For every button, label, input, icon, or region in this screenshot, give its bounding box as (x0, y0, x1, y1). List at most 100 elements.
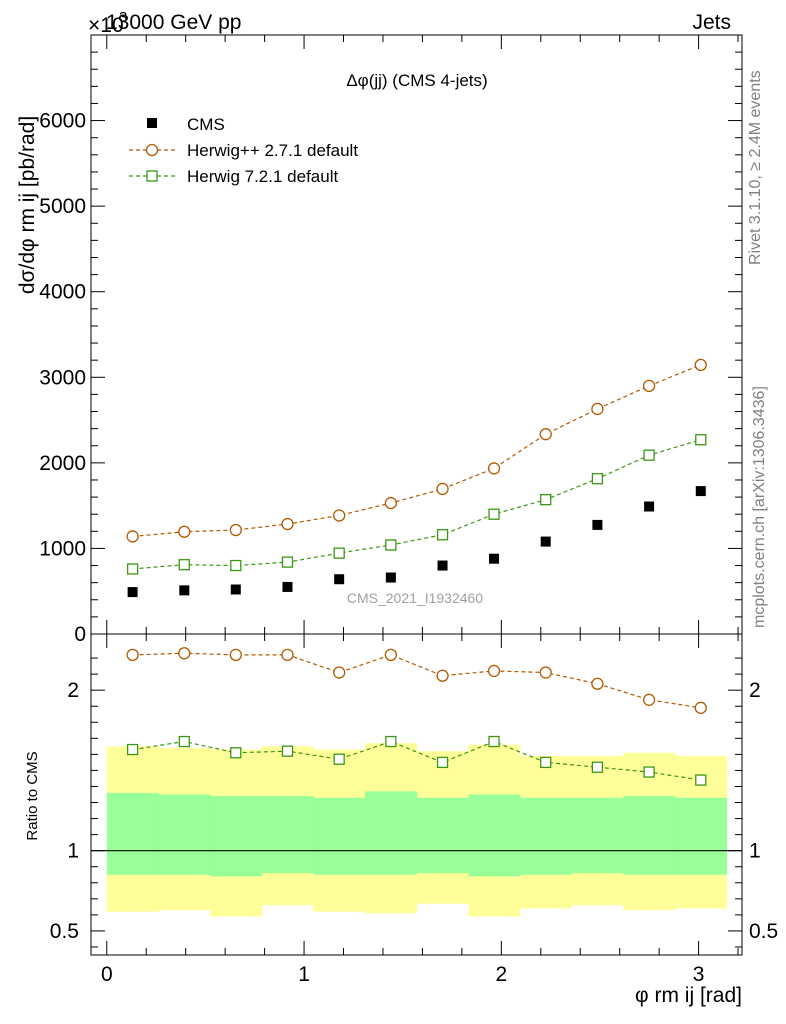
main-y-tick-label: 6000 (39, 110, 86, 133)
inner-uncertainty-band (623, 796, 676, 875)
herwigpp-point (384, 496, 398, 510)
ratio-herwig7-point (178, 735, 190, 748)
ratio-series-line (132, 652, 701, 709)
inner-uncertainty-band (416, 797, 469, 874)
ratio-herwig7-point (436, 756, 449, 769)
herwig7-point (488, 508, 500, 520)
inner-uncertainty-band (519, 797, 573, 875)
main-y-axis-label: dσ/dφ rm ij [pb/rad] (16, 116, 39, 294)
legend-marker-herwig7 (146, 170, 158, 182)
inner-uncertainty-band (365, 791, 418, 875)
herwigpp-point (487, 462, 501, 475)
main-y-tick-label: 1000 (39, 537, 86, 560)
legend-label-herwig7: Herwig 7.2.1 default (187, 167, 338, 186)
x-tick-label: 0 (101, 963, 113, 986)
legend: CMS Herwig++ 2.7.1 default Herwig 7.2.1 … (129, 115, 358, 186)
ratio-series-line (132, 740, 701, 781)
process-label: Jets (692, 11, 731, 34)
cms-data-point (437, 560, 448, 571)
ratio-herwigpp-point (333, 666, 346, 679)
inner-uncertainty-band (210, 796, 263, 877)
main-title: Δφ(jj) (CMS 4-jets) (346, 71, 487, 90)
legend-label-herwigpp: Herwig++ 2.7.1 default (187, 141, 358, 160)
ratio-herwig7-point (126, 743, 139, 756)
cms-data-point (127, 587, 138, 598)
mcplots-label: mcplots.cern.ch [arXiv:1306.3436] (751, 386, 768, 628)
herwig7-point (643, 449, 655, 461)
ratio-herwigpp-point (436, 669, 449, 682)
rivet-label: Rivet 3.1.10, ≥ 2.4M events (747, 70, 764, 265)
ratio-herwigpp-point (591, 677, 604, 690)
ratio-herwig7-point (591, 761, 604, 773)
herwig7-point (695, 434, 707, 446)
ratio-y-tick-label-right: 0.5 (749, 920, 778, 943)
x-tick-label: 1 (298, 963, 310, 986)
herwig7-point (591, 473, 604, 485)
ratio-herwigpp-point (487, 664, 501, 678)
inner-uncertainty-band (468, 794, 521, 877)
ratio-y-tick-label: 2 (67, 679, 79, 702)
ratio-herwig7-point (540, 756, 552, 769)
beam-label: 13000 GeV pp (106, 11, 241, 34)
inner-uncertainty-band (158, 794, 211, 875)
main-axis-ticks: 0 1000 2000 3000 4000 5000 6000 (39, 35, 742, 646)
herwigpp-point (126, 530, 139, 543)
herwigpp-point (642, 379, 656, 392)
cms-data-point (592, 519, 603, 530)
ratio-y-tick-label-right: 2 (749, 679, 761, 702)
ratio-herwig7-point (230, 747, 242, 759)
cms-data-point (334, 574, 345, 585)
herwigpp-point (591, 402, 604, 416)
herwig7-point (281, 556, 294, 568)
herwigpp-point (694, 358, 707, 372)
inner-uncertainty-band (261, 796, 314, 874)
inner-uncertainty-band (106, 792, 159, 875)
ratio-y-tick-label-right: 1 (749, 840, 761, 863)
ratio-herwigpp-point (642, 693, 656, 706)
cms-data-point (644, 501, 655, 512)
ratio-herwigpp-point (694, 701, 707, 714)
exponent-label: ×10 (88, 14, 124, 37)
herwigpp-point (178, 525, 191, 538)
herwig7-point (230, 559, 242, 572)
herwig7-point (178, 559, 190, 571)
cms-data-point (489, 553, 500, 564)
x-tick-label: 2 (495, 963, 507, 986)
main-y-tick-label: 4000 (39, 281, 86, 304)
ratio-series (126, 647, 707, 786)
x-axis-label: φ rm ij [rad] (635, 984, 742, 1007)
ratio-plot-frame (90, 633, 743, 956)
main-y-tick-label: 0 (74, 623, 86, 646)
main-y-tick-label: 2000 (39, 452, 86, 475)
ratio-herwig7-point (281, 745, 294, 757)
ratio-axis-ticks: 0.5 0.5 1 1 2 2 0 1 2 3 (50, 634, 778, 986)
ratio-herwig7-point (488, 735, 500, 748)
svg-text:dσ/dφ rm ij [pb/rad]: dσ/dφ rm ij [pb/rad] (16, 116, 39, 294)
watermark: CMS_2021_I1932460 (347, 590, 483, 606)
cms-data-point (695, 486, 706, 497)
herwigpp-point (333, 509, 346, 522)
ratio-herwigpp-point (281, 648, 294, 662)
inner-uncertainty-band (571, 797, 624, 874)
ratio-y-axis-label: Ratio to CMS (24, 751, 41, 840)
herwig7-point (126, 563, 139, 575)
main-y-tick-label: 5000 (39, 195, 86, 218)
ratio-herwigpp-point (229, 648, 242, 662)
ratio-plot-area (91, 743, 742, 917)
main-y-tick-label: 3000 (39, 366, 86, 389)
legend-marker-herwigpp (145, 143, 159, 157)
ratio-herwigpp-point (539, 666, 552, 679)
ratio-herwig7-point (643, 766, 655, 778)
ratio-herwig7-point (695, 774, 707, 786)
exponent-power: 3 (119, 9, 127, 26)
herwigpp-point (229, 523, 242, 537)
inner-uncertainty-band (674, 797, 728, 875)
ratio-herwigpp-point (384, 648, 398, 662)
cms-data-point (540, 536, 551, 547)
ratio-y-tick-label: 0.5 (50, 920, 79, 943)
x-tick-label: 3 (693, 963, 705, 986)
series-line (132, 439, 701, 570)
herwigpp-point (539, 428, 552, 441)
cms-data-point (179, 585, 190, 596)
